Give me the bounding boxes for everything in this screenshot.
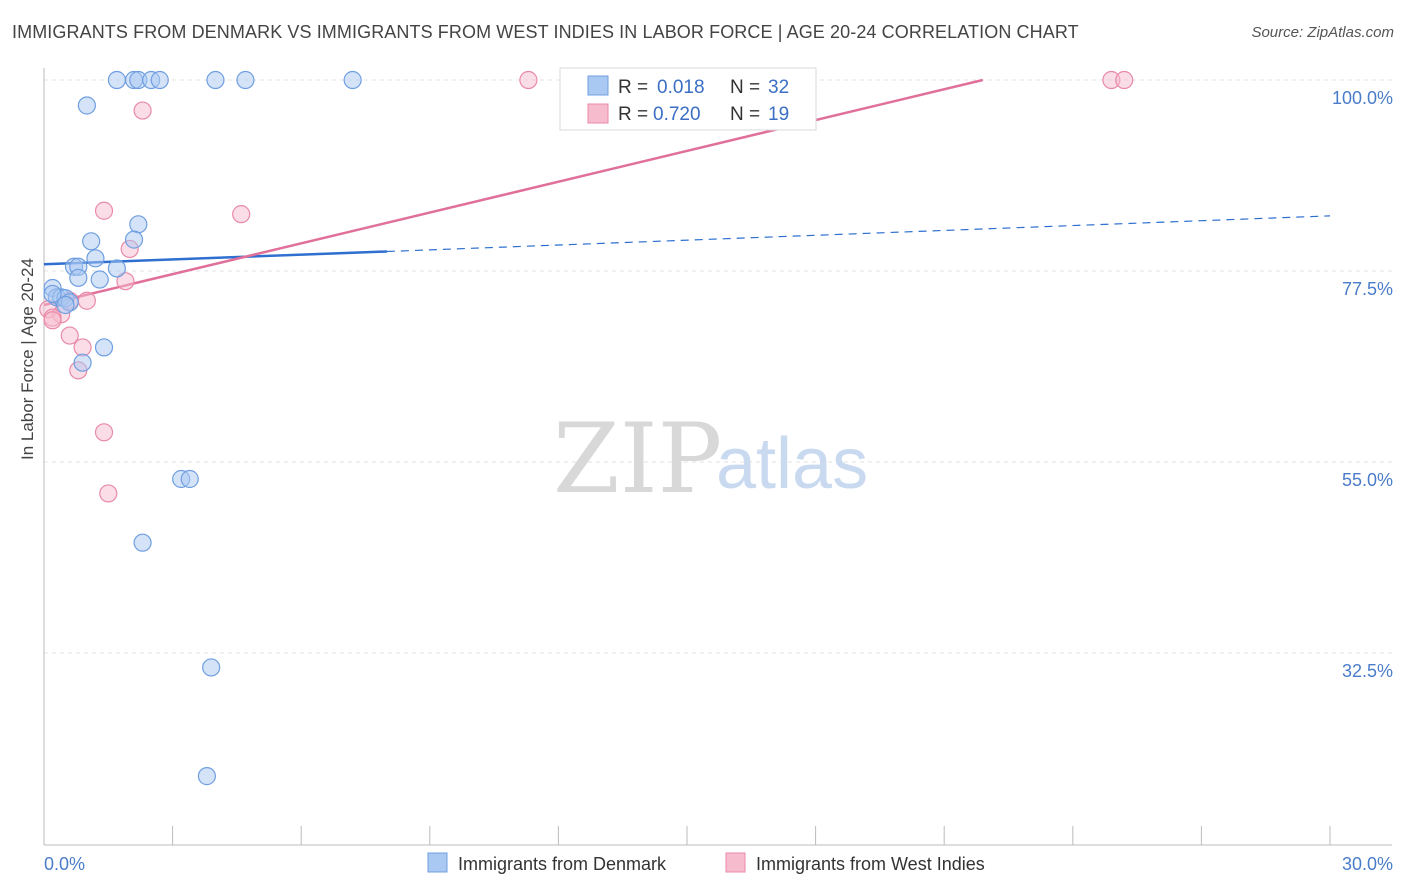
chart-title: IMMIGRANTS FROM DENMARK VS IMMIGRANTS FR… [12, 22, 1079, 42]
legend-r-value-west-indies: 0.720 [653, 104, 701, 125]
point-denmark-24 [56, 295, 75, 315]
point-west-indies-13 [43, 311, 62, 330]
stats-legend: R = 0.018 N = 32 R = 0.720 N = 19 [559, 67, 817, 131]
legend-n-label-denmark: N = [730, 77, 760, 98]
point-denmark-29 [133, 533, 152, 552]
watermark: ZIP atlas [553, 403, 868, 515]
tick-labels: 100.0% 77.5% 55.0% 32.5% 0.0% 30.0% [44, 88, 1393, 874]
point-west-indies-5 [232, 205, 251, 224]
point-west-indies-15 [73, 338, 92, 357]
point-denmark-6 [206, 70, 225, 90]
point-west-indies-9 [77, 291, 96, 310]
legend-r-value-denmark: 0.018 [657, 77, 705, 98]
trend-line-denmark-extension [386, 215, 1331, 253]
legend-r-label-denmark: R = [618, 77, 648, 98]
point-denmark-0 [77, 96, 96, 115]
point-denmark-5 [150, 70, 169, 90]
series-legend-label-west-indies: Immigrants from West Indies [756, 854, 985, 874]
point-denmark-12 [86, 249, 105, 268]
point-denmark-16 [69, 268, 88, 287]
point-denmark-9 [129, 215, 148, 234]
legend-n-label-west-indies: N = [730, 104, 760, 125]
point-denmark-31 [197, 767, 216, 786]
point-denmark-7 [236, 70, 255, 90]
point-denmark-15 [107, 259, 126, 278]
point-denmark-1 [107, 70, 126, 90]
point-west-indies-17 [94, 423, 114, 442]
point-west-indies-14 [60, 326, 79, 345]
point-west-indies-7 [116, 272, 135, 291]
point-denmark-10 [82, 232, 101, 251]
y-tick-label-1: 77.5% [1342, 279, 1393, 299]
legend-r-label-west-indies: R = [618, 104, 648, 125]
point-denmark-26 [73, 353, 92, 372]
legend-swatch-denmark [587, 75, 609, 96]
point-denmark-11 [124, 230, 144, 249]
y-tick-label-2: 55.0% [1342, 470, 1393, 490]
watermark-atlas: atlas [716, 424, 868, 504]
series-legend-label-denmark: Immigrants from Denmark [458, 854, 667, 874]
legend-n-value-west-indies: 19 [768, 104, 789, 125]
x-tick-label-1: 30.0% [1342, 854, 1393, 874]
point-west-indies-2 [1115, 70, 1134, 90]
point-denmark-8 [343, 70, 362, 90]
legend-n-value-denmark: 32 [768, 77, 789, 98]
series-legend-swatch-denmark [427, 852, 448, 873]
point-west-indies-4 [94, 201, 114, 220]
point-west-indies-18 [99, 484, 118, 503]
data-points [39, 70, 1134, 786]
point-denmark-17 [90, 270, 109, 289]
point-denmark-25 [94, 338, 114, 357]
x-tick-label-0: 0.0% [44, 854, 85, 874]
source-credit: Source: ZipAtlas.com [1251, 24, 1394, 41]
trend-line-west-indies [43, 78, 984, 307]
grid-lines [44, 79, 1392, 654]
y-tick-label-3: 32.5% [1342, 661, 1393, 681]
point-west-indies-3 [133, 101, 152, 120]
point-west-indies-0 [519, 70, 538, 90]
axes [43, 68, 1392, 846]
y-tick-label-0: 100.0% [1332, 88, 1393, 108]
watermark-zip: ZIP [553, 403, 722, 515]
series-legend: Immigrants from Denmark Immigrants from … [427, 852, 985, 874]
point-denmark-22 [43, 284, 62, 304]
legend-swatch-west-indies [587, 103, 609, 124]
point-denmark-28 [180, 469, 199, 489]
series-legend-swatch-west-indies [725, 852, 746, 873]
point-denmark-30 [202, 658, 221, 677]
